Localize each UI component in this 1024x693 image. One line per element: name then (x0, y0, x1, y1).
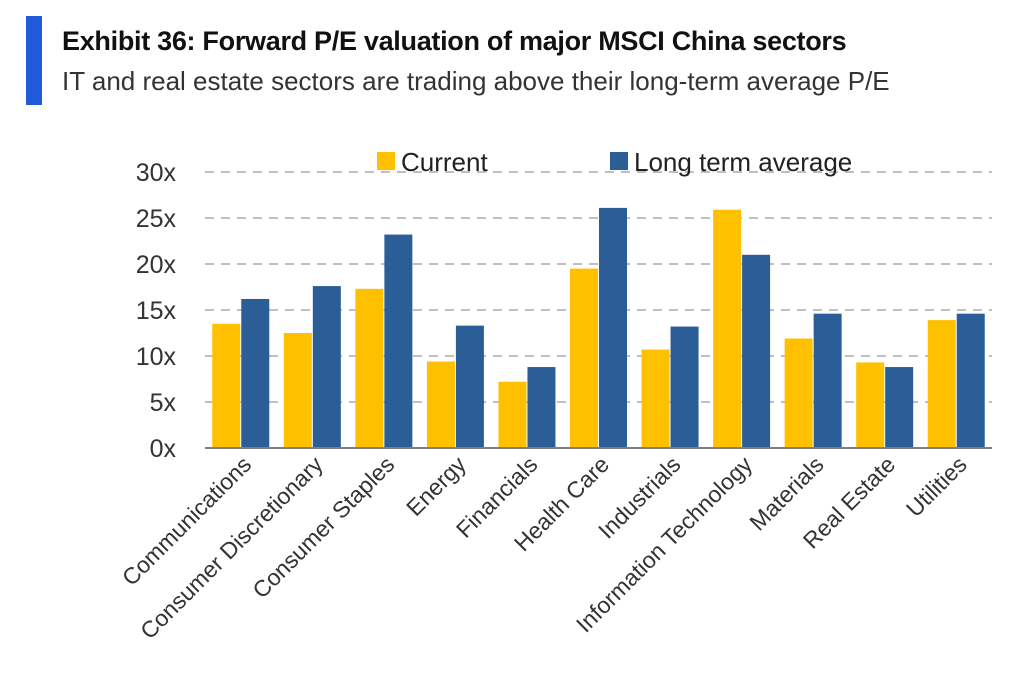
bar-current (784, 338, 813, 448)
y-tick-label: 25x (136, 205, 177, 233)
bar-current (426, 361, 455, 448)
bar-current (856, 362, 885, 448)
bar-long-term-average (384, 234, 413, 448)
bar-long-term-average (885, 367, 914, 448)
y-tick-label: 20x (136, 251, 177, 279)
y-tick-label: 0x (150, 435, 177, 463)
bar-current (355, 288, 384, 448)
y-tick-label: 15x (136, 297, 177, 325)
bar-long-term-average (312, 286, 341, 448)
chart-subtitle: IT and real estate sectors are trading a… (62, 66, 890, 96)
legend-long-term-average-label: Long term average (634, 147, 852, 177)
bars (212, 207, 985, 448)
bar-long-term-average (599, 207, 627, 448)
y-tick-label: 5x (150, 389, 177, 417)
x-tick-label: Energy (401, 451, 471, 521)
legend-current-swatch (377, 152, 395, 170)
bar-current (570, 268, 598, 448)
bar-current (212, 323, 241, 448)
x-tick-label: Communications (117, 451, 257, 591)
chart-title: Exhibit 36: Forward P/E valuation of maj… (62, 26, 847, 56)
bar-current (283, 333, 312, 448)
bar-long-term-average (527, 367, 556, 448)
bar-long-term-average (241, 298, 270, 448)
y-tick-label: 30x (136, 159, 177, 187)
bar-current (498, 381, 527, 448)
bar-current (641, 349, 670, 448)
title-accent-bar (26, 16, 42, 105)
bar-current (927, 320, 956, 448)
bar-long-term-average (813, 313, 842, 448)
bar-long-term-average (455, 325, 484, 448)
y-tick-label: 10x (136, 343, 177, 371)
bar-long-term-average (742, 254, 771, 448)
bar-current (713, 209, 742, 448)
legend-long-term-average-swatch (610, 152, 628, 170)
legend: Current Long term average (377, 147, 852, 177)
legend-current-label: Current (401, 147, 488, 177)
bar-long-term-average (670, 326, 699, 448)
bar-long-term-average (956, 313, 985, 448)
x-tick-label: Utilities (901, 451, 972, 522)
